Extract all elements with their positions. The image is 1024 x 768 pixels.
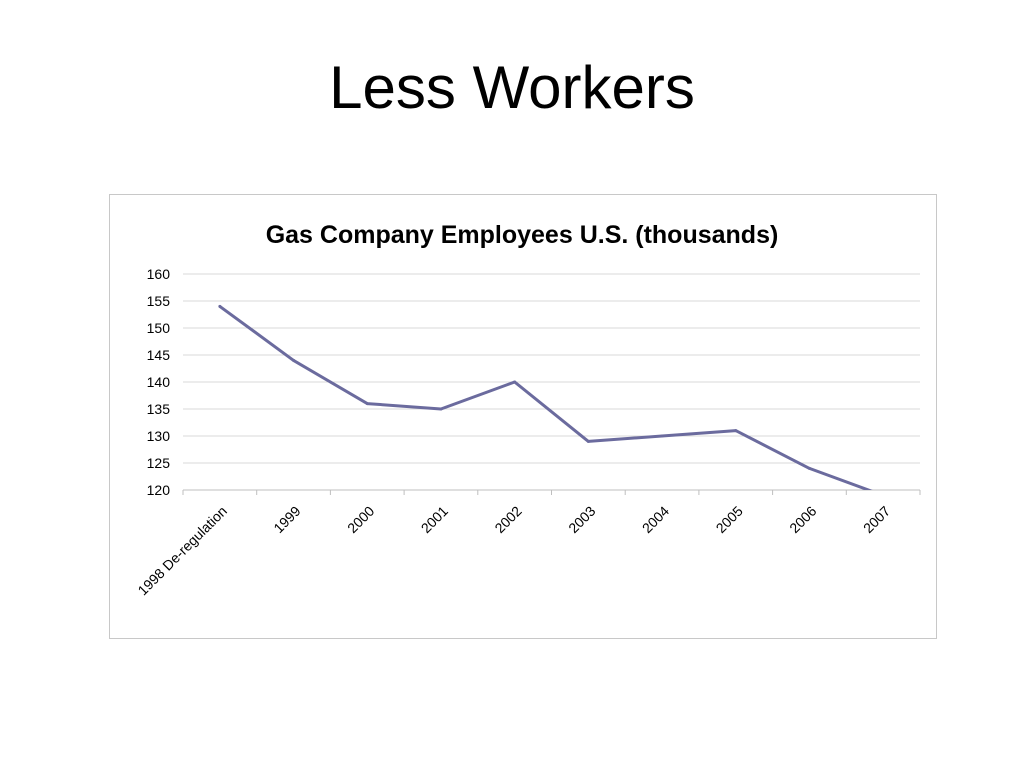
- data-point: [292, 358, 296, 362]
- chart-frame: [109, 194, 937, 639]
- chart-title: Gas Company Employees U.S. (thousands): [266, 221, 779, 249]
- slide-title: Less Workers: [329, 54, 695, 121]
- y-tick-label: 140: [147, 374, 171, 390]
- y-tick-label: 155: [147, 293, 171, 309]
- data-point: [807, 466, 811, 470]
- y-tick-label: 160: [147, 266, 171, 282]
- y-tick-label: 135: [147, 401, 171, 417]
- x-tick-label: 2004: [639, 503, 672, 536]
- x-tick-label: 2005: [713, 503, 746, 536]
- y-tick-label: 145: [147, 347, 171, 363]
- data-point: [734, 429, 738, 433]
- x-tick-label: 2007: [860, 503, 893, 536]
- series-line: [218, 305, 873, 490]
- y-tick-label: 125: [147, 455, 171, 471]
- y-tick-label: 130: [147, 428, 171, 444]
- series-group: [218, 304, 885, 497]
- x-tick-label: 1998 De-regulation: [134, 503, 230, 599]
- y-tick-label: 120: [147, 482, 171, 498]
- data-point: [218, 304, 222, 308]
- gridlines: [183, 273, 920, 491]
- x-tick-label: 2002: [491, 503, 524, 536]
- data-point: [439, 407, 443, 411]
- x-tick-label: 2000: [344, 503, 377, 536]
- x-axis: [182, 489, 921, 495]
- x-tick-label: 2001: [418, 503, 451, 536]
- x-tick-label: 2006: [786, 503, 819, 536]
- x-tick-label: 2003: [565, 503, 598, 536]
- y-tick-label: 150: [147, 320, 171, 336]
- data-point: [513, 380, 517, 384]
- data-point: [586, 439, 590, 443]
- y-axis-ticks: 160 155 150 145 140 135 130 125 120: [147, 266, 171, 498]
- data-point: [660, 434, 664, 438]
- data-point: [882, 494, 885, 497]
- x-tick-label: 1999: [270, 503, 303, 536]
- data-point: [365, 402, 369, 406]
- x-axis-ticks: 1998 De-regulation 1999 2000 2001 2002 2003 20…: [134, 503, 893, 599]
